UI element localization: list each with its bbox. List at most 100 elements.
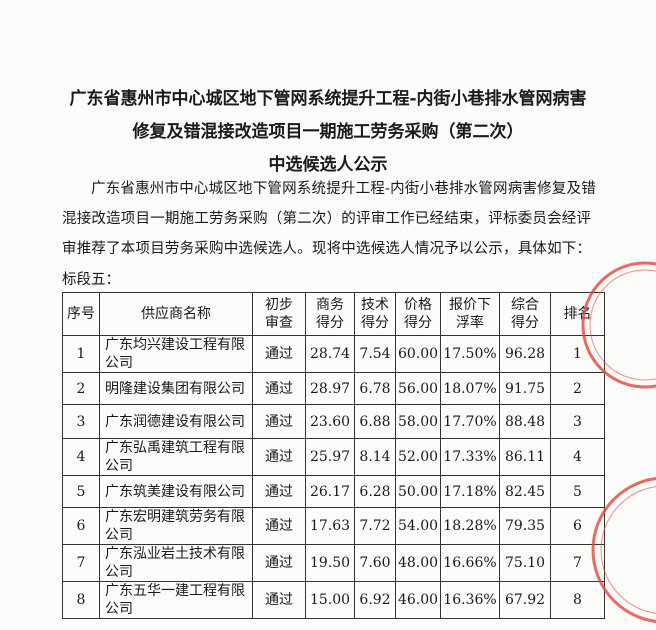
- header-label: 初步审查: [265, 297, 293, 331]
- header-label: 技术得分: [361, 297, 389, 331]
- header-cell: 排名: [550, 292, 605, 336]
- table-cell: 3: [550, 404, 605, 439]
- table-cell: 7.72: [354, 507, 396, 545]
- table-cell: 19.50: [305, 544, 355, 582]
- table-cell: 5: [62, 475, 100, 508]
- candidate-table: 序号 供应商名称 初步审查 商务得分 技术得分 价格得分 报价下浮率 综合得分 排名 1 广东均兴…: [62, 292, 605, 619]
- table-row: 7 广东泓业岩土技术有限公司 通过 19.50 7.60 48.00 16.66% 75.10…: [62, 544, 605, 582]
- title-line-1: 广东省惠州市中心城区地下管网系统提升工程-内街小巷排水管网病害: [69, 89, 587, 109]
- table-cell: 广东五华一建工程有限公司: [99, 581, 253, 619]
- header-label: 价格得分: [404, 297, 432, 331]
- header-cell: 技术得分: [354, 292, 396, 336]
- title-line-2: 修复及错混接改造项目一期施工劳务采购（第二次）: [132, 122, 524, 142]
- table-cell: 17.70%: [440, 404, 500, 439]
- table-cell: 17.63: [305, 507, 355, 545]
- table-cell: 2: [550, 372, 605, 405]
- table-cell: 5: [550, 475, 605, 508]
- header-cell: 供应商名称: [99, 292, 253, 336]
- table-cell: 4: [550, 438, 605, 476]
- header-label: 商务得分: [316, 297, 344, 331]
- table-cell: 广东弘禹建筑工程有限公司: [99, 438, 253, 476]
- table-cell: 96.28: [499, 335, 551, 373]
- table-row: 1 广东均兴建设工程有限公司 通过 28.74 7.54 60.00 17.50% 96.28…: [62, 335, 605, 373]
- table-cell: 48.00: [395, 544, 441, 582]
- table-cell: 79.35: [499, 507, 551, 545]
- table-cell: 26.17: [305, 475, 355, 508]
- table-cell: 广东筑美建设有限公司: [99, 475, 253, 508]
- table-cell: 16.66%: [440, 544, 500, 582]
- section-label: 标段五：: [62, 272, 120, 288]
- header-label: 排名: [563, 306, 592, 322]
- table-cell: 1: [62, 335, 100, 373]
- header-cell: 价格得分: [395, 292, 441, 336]
- header-label: 综合得分: [511, 297, 539, 331]
- table-cell: 67.92: [499, 581, 551, 619]
- header-cell: 商务得分: [305, 292, 355, 336]
- table-cell: 50.00: [395, 475, 441, 508]
- header-cell: 序号: [62, 292, 100, 336]
- table-cell: 58.00: [395, 404, 441, 439]
- table-cell: 通过: [252, 475, 306, 508]
- table-cell: 18.07%: [440, 372, 500, 405]
- header-cell: 报价下浮率: [440, 292, 500, 336]
- table-cell: 2: [62, 372, 100, 405]
- table-row: 2 明隆建设集团有限公司 通过 28.97 6.78 56.00 18.07% 91.75 2: [62, 372, 605, 405]
- table-cell: 6.92: [354, 581, 396, 619]
- table-row: 6 广东宏明建筑劳务有限公司 通过 17.63 7.72 54.00 18.28% 79.35…: [62, 507, 605, 545]
- table-cell: 6.28: [354, 475, 396, 508]
- table-cell: 18.28%: [440, 507, 500, 545]
- table-cell: 7.60: [354, 544, 396, 582]
- table-cell: 通过: [252, 372, 306, 405]
- table-cell: 4: [62, 438, 100, 476]
- table-cell: 75.10: [499, 544, 551, 582]
- table-cell: 56.00: [395, 372, 441, 405]
- table-cell: 广东均兴建设工程有限公司: [99, 335, 253, 373]
- table-cell: 1: [550, 335, 605, 373]
- table-row: 4 广东弘禹建筑工程有限公司 通过 25.97 8.14 52.00 17.33% 86.11…: [62, 438, 605, 476]
- table-cell: 通过: [252, 438, 306, 476]
- table-cell: 86.11: [499, 438, 551, 476]
- header-label: 供应商名称: [141, 306, 211, 322]
- table-cell: 通过: [252, 544, 306, 582]
- table-cell: 通过: [252, 335, 306, 373]
- table-cell: 8.14: [354, 438, 396, 476]
- table-cell: 通过: [252, 404, 306, 439]
- table-cell: 明隆建设集团有限公司: [99, 372, 253, 405]
- table-cell: 6: [62, 507, 100, 545]
- header-label: 序号: [67, 306, 95, 322]
- table-cell: 8: [62, 581, 100, 619]
- table-cell: 7: [550, 544, 605, 582]
- table-cell: 54.00: [395, 507, 441, 545]
- table-cell: 3: [62, 404, 100, 439]
- table-cell: 17.33%: [440, 438, 500, 476]
- intro-paragraph: 广东省惠州市中心城区地下管网系统提升工程-内街小巷排水管网病害修复及错混接改造项…: [62, 181, 596, 257]
- table-cell: 88.48: [499, 404, 551, 439]
- table-cell: 7: [62, 544, 100, 582]
- table-cell: 25.97: [305, 438, 355, 476]
- table-cell: 52.00: [395, 438, 441, 476]
- table-cell: 28.97: [305, 372, 355, 405]
- table-row: 3 广东润德建设有限公司 通过 23.60 6.88 58.00 17.70% 88.48 3: [62, 404, 605, 439]
- table-cell: 91.75: [499, 372, 551, 405]
- table-cell: 46.00: [395, 581, 441, 619]
- table-cell: 60.00: [395, 335, 441, 373]
- table-cell: 广东润德建设有限公司: [99, 404, 253, 439]
- table-cell: 8: [550, 581, 605, 619]
- table-cell: 16.36%: [440, 581, 500, 619]
- header-label: 报价下浮率: [449, 297, 491, 331]
- table-cell: 6: [550, 507, 605, 545]
- table-cell: 6.88: [354, 404, 396, 439]
- table-cell: 通过: [252, 507, 306, 545]
- table-cell: 6.78: [354, 372, 396, 405]
- table-header-row: 序号 供应商名称 初步审查 商务得分 技术得分 价格得分 报价下浮率 综合得分 排名: [62, 292, 605, 336]
- table-row: 5 广东筑美建设有限公司 通过 26.17 6.28 50.00 17.18% 82.45 5: [62, 475, 605, 508]
- table-cell: 广东泓业岩土技术有限公司: [99, 544, 253, 582]
- table-cell: 17.50%: [440, 335, 500, 373]
- table-cell: 23.60: [305, 404, 355, 439]
- table-row: 8 广东五华一建工程有限公司 通过 15.00 6.92 46.00 16.36% 67.92…: [62, 581, 605, 619]
- table-cell: 28.74: [305, 335, 355, 373]
- table-cell: 7.54: [354, 335, 396, 373]
- title-line-3: 中选候选人公示: [268, 155, 388, 175]
- table-cell: 82.45: [499, 475, 551, 508]
- header-cell: 初步审查: [252, 292, 306, 336]
